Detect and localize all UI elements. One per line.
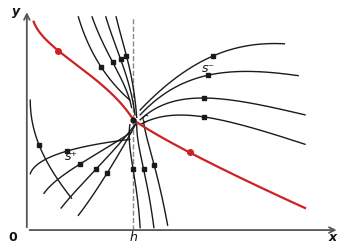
Text: 0: 0 bbox=[9, 230, 17, 243]
Text: c: c bbox=[142, 112, 148, 124]
Text: s⁺: s⁺ bbox=[65, 150, 78, 162]
Text: y: y bbox=[13, 5, 21, 18]
Text: h: h bbox=[129, 230, 137, 243]
Text: x: x bbox=[328, 230, 336, 243]
Text: s⁻: s⁻ bbox=[202, 62, 215, 74]
